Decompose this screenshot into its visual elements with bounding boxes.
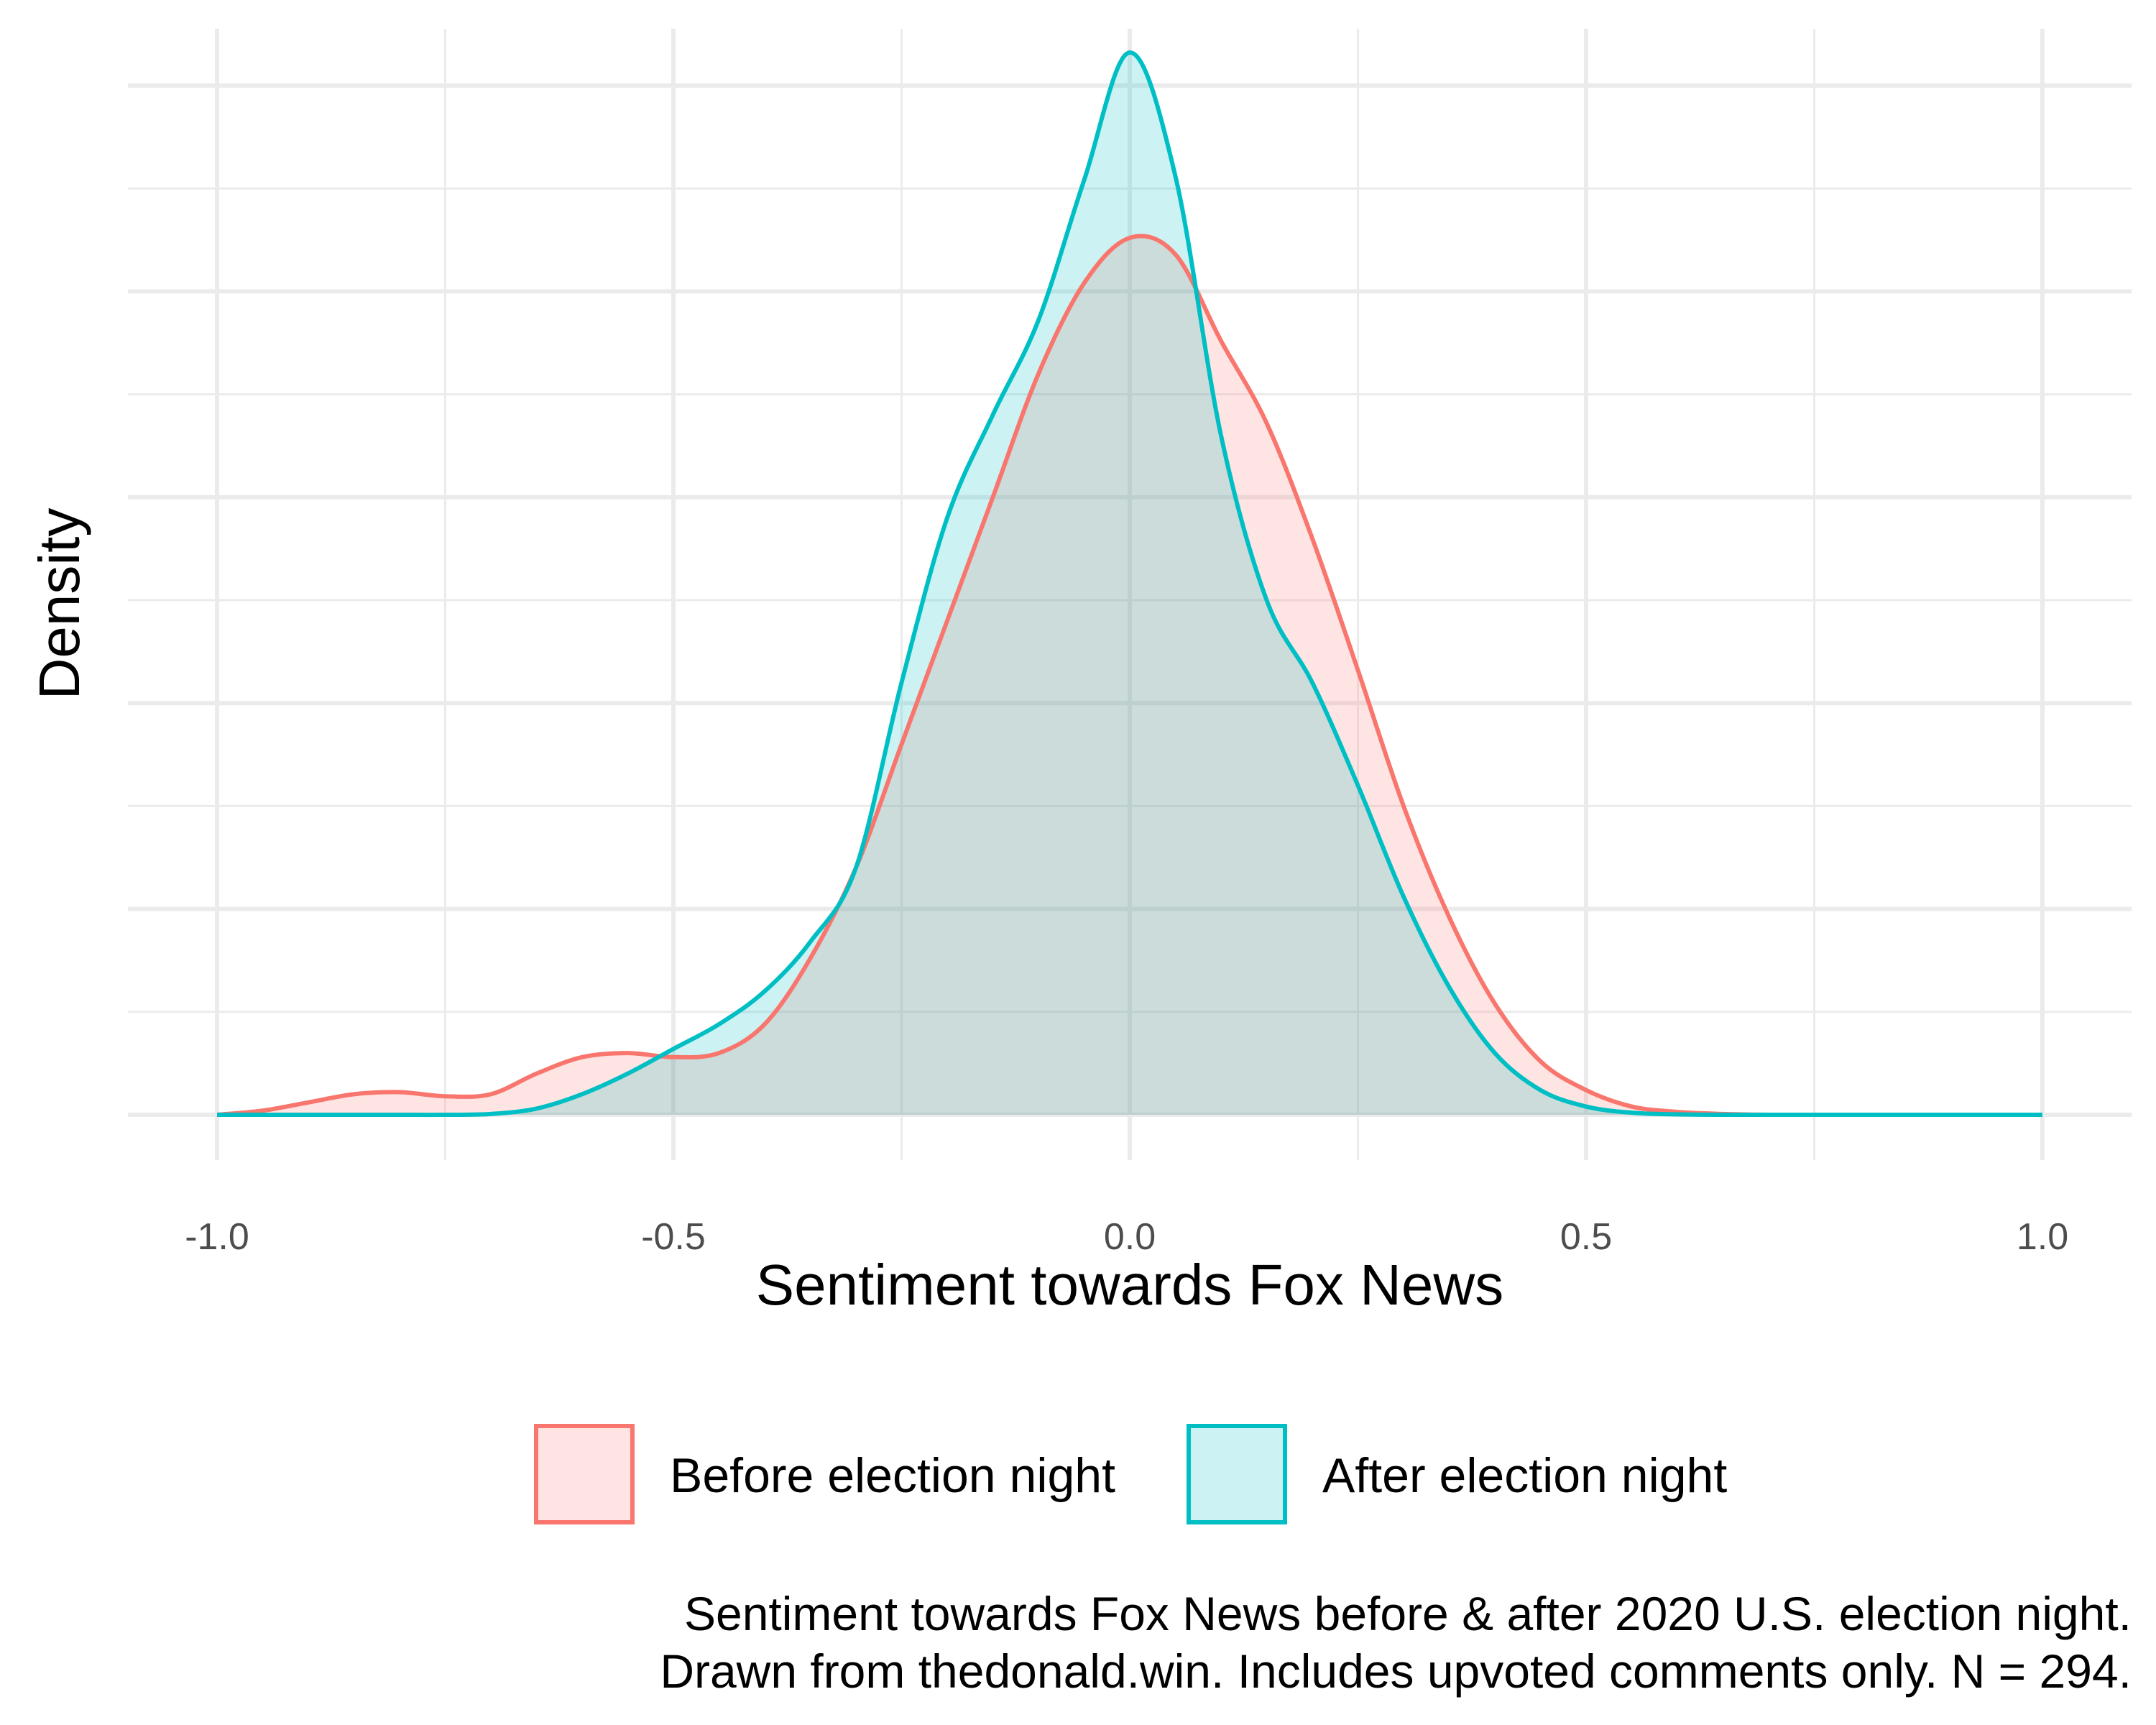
density-area-after: [217, 52, 2042, 1116]
density-area-before: [217, 236, 2042, 1116]
x-tick-label: -0.5: [641, 1216, 706, 1258]
legend: Before election night After election nig…: [534, 1424, 1727, 1524]
density-line-before: [216, 234, 2042, 1118]
legend-key-before: [534, 1424, 635, 1524]
density-line-after: [217, 50, 2042, 1118]
legend-label-before: Before election night: [670, 1448, 1115, 1503]
caption-line-1: Sentiment towards Fox News before & afte…: [684, 1587, 2132, 1640]
legend-label-after: After election night: [1322, 1448, 1727, 1503]
legend-key-after: [1187, 1424, 1287, 1524]
caption-line-2: Drawn from thedonald.win. Includes upvot…: [660, 1644, 2132, 1698]
x-axis-title: Sentiment towards Fox News: [756, 1253, 1503, 1317]
y-axis-title: Density: [27, 508, 91, 700]
x-axis-ticks: -1.0 -0.5 0.0 0.5 1.0: [185, 1216, 2068, 1258]
grid-lines: [128, 29, 2132, 1160]
x-tick-label: 0.5: [1560, 1216, 1612, 1258]
x-tick-label: 1.0: [2017, 1216, 2068, 1258]
x-tick-label: 0.0: [1104, 1216, 1156, 1258]
density-series: [216, 50, 2042, 1118]
x-tick-label: -1.0: [185, 1216, 249, 1258]
